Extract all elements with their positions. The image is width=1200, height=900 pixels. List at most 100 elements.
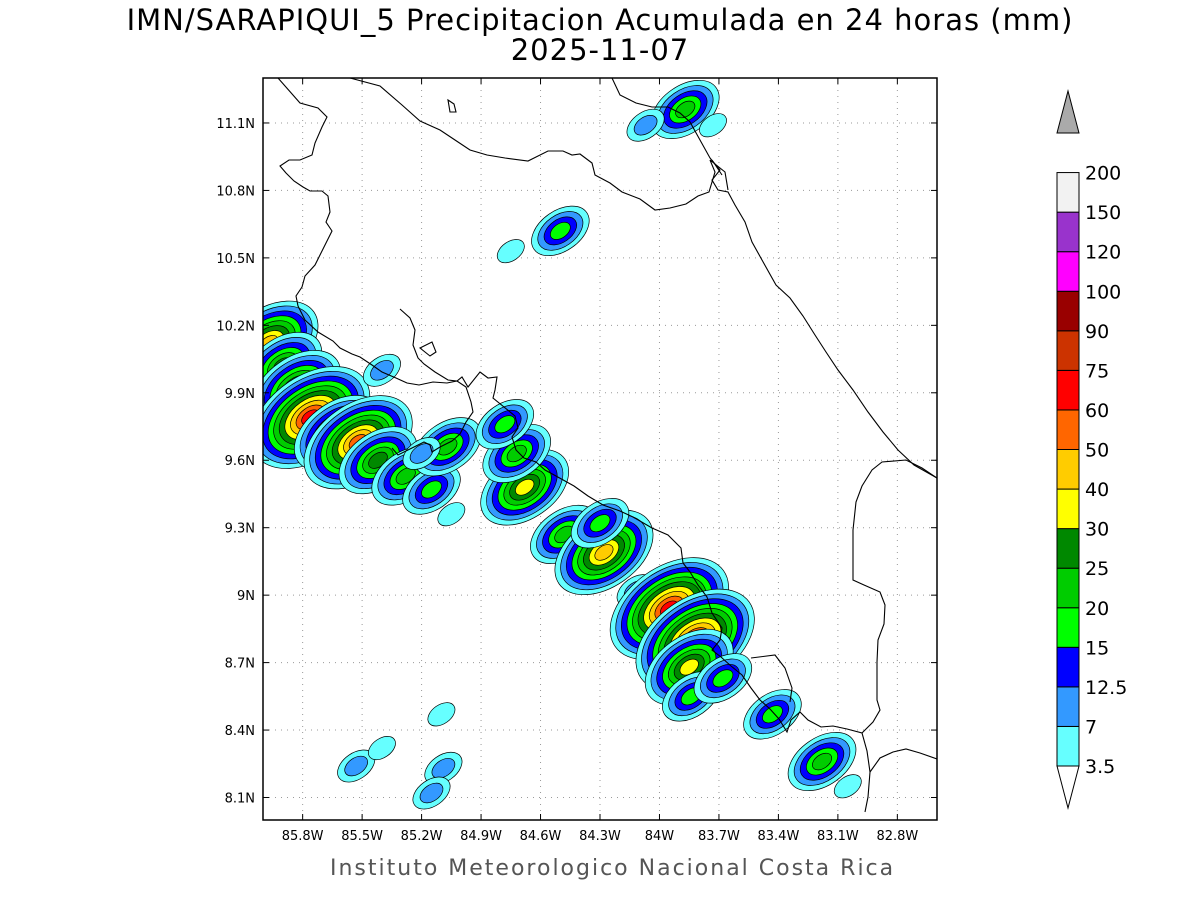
legend-upper-arrow	[1056, 89, 1080, 134]
nicoya-gulf-coastline	[399, 308, 871, 813]
legend-swatch	[1056, 686, 1080, 727]
lat-tick-label: 8.7N	[225, 657, 255, 672]
lon-tick-label: 83.1W	[817, 829, 859, 844]
precip-contour	[368, 736, 396, 761]
osa-peninsula-coastline	[750, 654, 793, 703]
lat-tick-label: 9N	[237, 589, 255, 604]
legend-swatch	[1056, 290, 1080, 332]
legend-label: 20	[1085, 598, 1109, 620]
precip-cell	[412, 776, 451, 810]
legend-swatch	[1056, 172, 1080, 213]
precip-cell	[699, 113, 727, 138]
legend-label: 60	[1085, 400, 1109, 422]
precip-cell	[337, 749, 376, 783]
precip-cell	[743, 689, 802, 740]
color-legend: 3.5 7 12.5 15 20 25 30 40 50 60 75 90 100 120 150 200	[1056, 89, 1127, 810]
footer-credit: Instituto Meteorologico Nacional Costa R…	[330, 856, 896, 881]
legend-label: 15	[1085, 637, 1109, 659]
legend-swatch	[1056, 488, 1080, 530]
precip-cell	[424, 751, 463, 785]
legend-label: 30	[1085, 519, 1109, 541]
coastlines	[277, 78, 937, 813]
precip-contour	[409, 443, 434, 464]
precip-contour	[699, 113, 727, 138]
precipitation-field	[263, 79, 862, 810]
legend-label: 200	[1085, 163, 1121, 185]
precip-contour	[589, 514, 611, 533]
legend-label: 100	[1085, 281, 1121, 303]
lon-tick-label: 84.9W	[460, 829, 502, 844]
precip-cell	[570, 498, 630, 549]
border-nicaragua-line	[711, 159, 723, 176]
legend-label: 90	[1085, 321, 1109, 343]
lake-nicaragua-shore	[349, 78, 729, 211]
legend-swatch	[1056, 646, 1080, 688]
lat-tick-label: 11.1N	[216, 117, 255, 132]
legend-label: 120	[1085, 242, 1121, 264]
legend-label: 12.5	[1085, 677, 1127, 699]
lon-tick-label: 85.2W	[401, 829, 443, 844]
lat-tick-label: 10.8N	[216, 184, 255, 199]
legend-swatch	[1056, 409, 1080, 450]
precip-cell	[475, 399, 534, 450]
legend-swatch	[1056, 567, 1080, 609]
precip-contour	[712, 669, 734, 688]
legend-swatch	[1056, 251, 1080, 292]
precip-contour	[549, 221, 571, 240]
lon-tick-label: 83.4W	[758, 829, 800, 844]
pacific-coastline	[277, 78, 474, 456]
lon-tick-label: 84.6W	[520, 829, 562, 844]
legend-swatch	[1056, 369, 1080, 411]
precip-contour	[496, 239, 525, 264]
precip-contour	[431, 758, 456, 779]
precip-cell	[368, 736, 396, 761]
legend-swatch	[1056, 211, 1080, 253]
precip-contour	[515, 478, 535, 496]
legend-label: 50	[1085, 440, 1109, 462]
axis-ticks: 85.8W 85.5W 85.2W 84.9W 84.6W 84.3W 84W 83.7W 83…	[216, 78, 937, 844]
legend-label: 3.5	[1085, 756, 1115, 778]
legend-lower-arrow	[1056, 765, 1080, 810]
plot-area: 85.8W 85.5W 85.2W 84.9W 84.6W 84.3W 84W 83.7W 83…	[216, 77, 938, 844]
precip-cell	[833, 774, 862, 799]
lat-tick-label: 9.6N	[225, 454, 255, 469]
precip-cell	[437, 502, 466, 527]
precip-contour	[633, 114, 658, 136]
precip-contour	[679, 658, 699, 676]
precip-contour	[344, 755, 368, 777]
lat-tick-label: 8.4N	[225, 724, 255, 739]
legend-label: 150	[1085, 202, 1121, 224]
precip-cell	[402, 464, 461, 515]
precip-contour	[370, 360, 394, 381]
legend-label: 40	[1085, 479, 1109, 501]
lat-tick-label: 10.5N	[216, 252, 255, 267]
lake-island-outline	[447, 98, 457, 113]
precip-cell	[362, 353, 401, 387]
precip-contour	[833, 774, 862, 799]
legend-swatch	[1056, 449, 1080, 490]
legend-swatch	[1056, 528, 1080, 569]
precip-contour	[494, 415, 516, 434]
precip-contour	[421, 480, 442, 499]
precip-contour	[419, 782, 444, 804]
legend-label: 25	[1085, 558, 1109, 580]
panama-coastline	[869, 748, 937, 773]
precip-contour	[812, 752, 833, 771]
legend-label: 75	[1085, 360, 1109, 382]
precip-cell	[402, 437, 441, 470]
legend-label: 7	[1085, 716, 1097, 738]
precip-cell	[693, 653, 753, 704]
precip-cell	[496, 239, 525, 264]
precip-contour	[762, 705, 783, 724]
precip-contour	[506, 444, 527, 463]
precip-cell	[338, 426, 418, 495]
legend-swatch	[1056, 607, 1080, 648]
precip-contour	[594, 544, 614, 561]
lon-tick-label: 83.7W	[698, 829, 740, 844]
lon-tick-label: 85.8W	[282, 829, 324, 844]
lon-tick-label: 84.3W	[579, 829, 621, 844]
precip-contour	[427, 702, 456, 727]
precip-cell	[787, 732, 857, 792]
lat-tick-label: 8.1N	[225, 792, 255, 807]
lat-tick-label: 10.2N	[216, 319, 255, 334]
